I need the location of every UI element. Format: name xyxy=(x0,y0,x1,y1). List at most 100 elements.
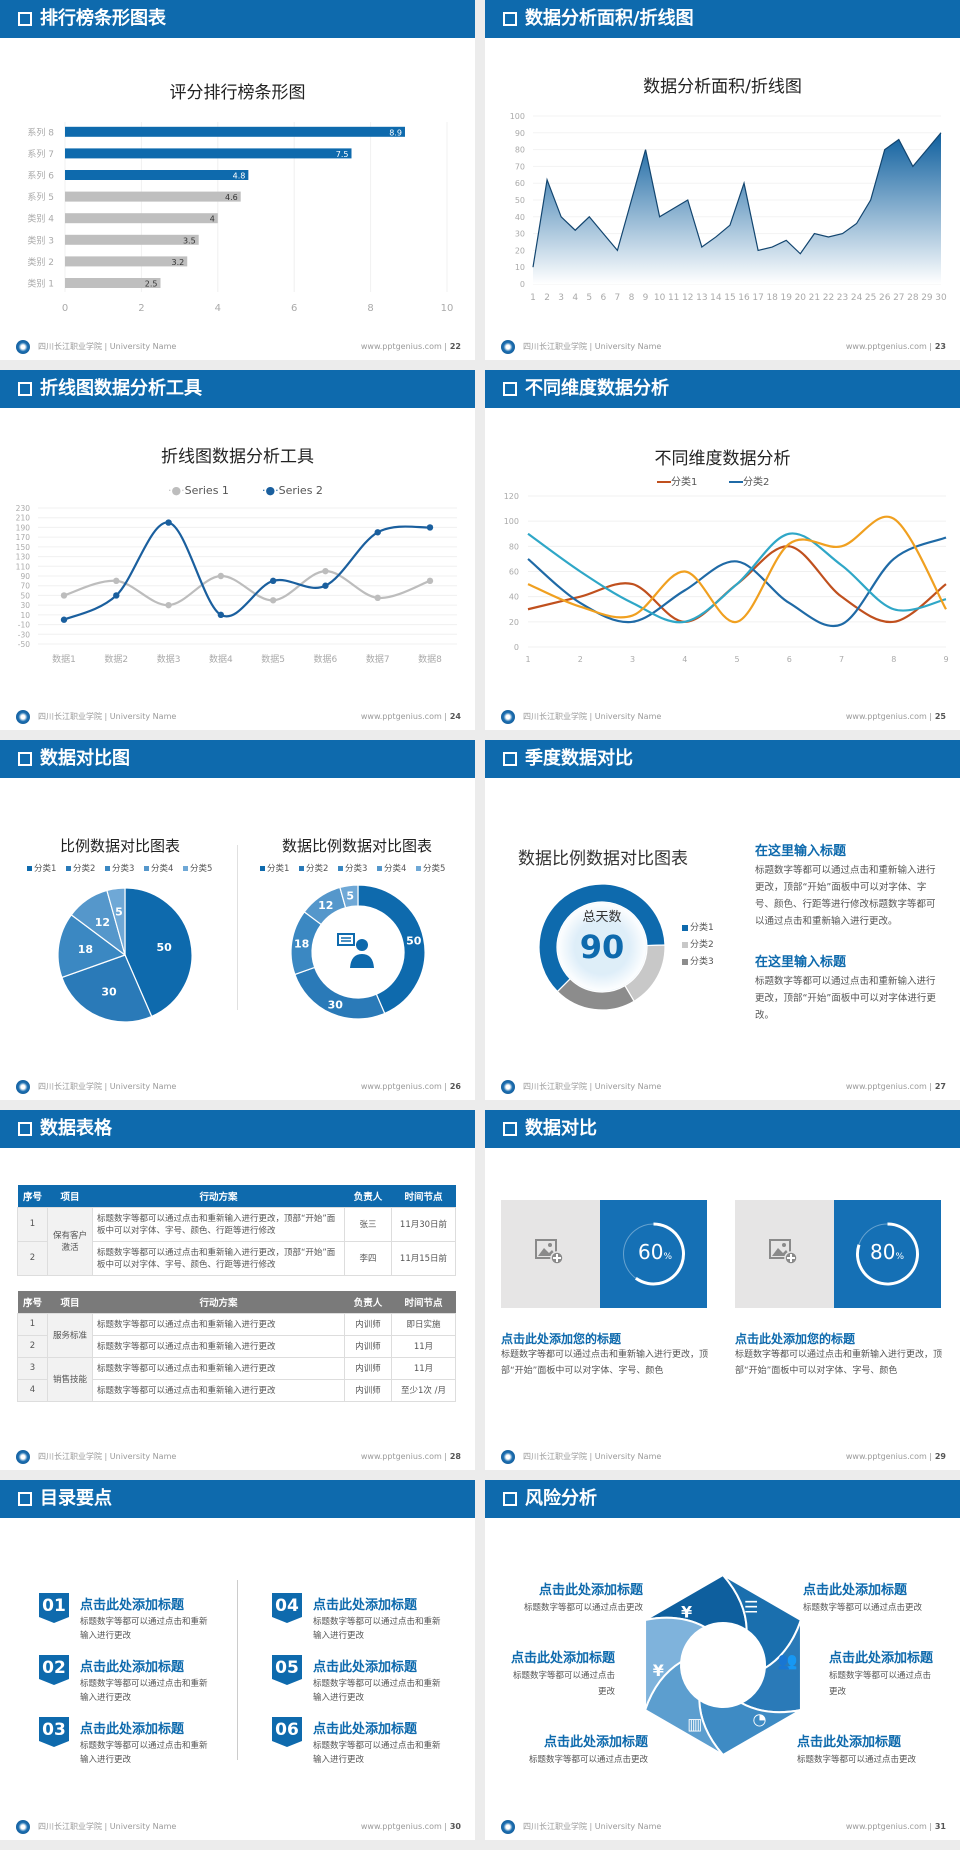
footer-site[interactable]: www.pptgenius.com | xyxy=(360,712,447,721)
yen-hand-icon: ¥ xyxy=(653,1661,664,1680)
building-icon: ▥ xyxy=(687,1714,702,1733)
risk-title[interactable]: 点击此处添加标题 xyxy=(538,1583,643,1598)
risk-title[interactable]: 点击此处添加标题 xyxy=(510,1651,615,1666)
y-tick-label: 50 xyxy=(20,591,30,600)
image-placeholder[interactable] xyxy=(735,1200,834,1308)
legend-label: Series 1 xyxy=(184,484,229,497)
image-placeholder[interactable] xyxy=(501,1200,600,1308)
item-title[interactable]: 点击此处添加标题 xyxy=(80,1722,185,1737)
series-line xyxy=(527,536,947,627)
money-bag-icon: ¥ xyxy=(681,1602,692,1621)
footer-site[interactable]: www.pptgenius.com | xyxy=(845,712,932,721)
cell-no: 3 xyxy=(17,1356,48,1380)
donut-chart xyxy=(538,883,666,1011)
footer-school: 四川长江职业学院 | University Name xyxy=(38,1452,177,1461)
footer-site[interactable]: www.pptgenius.com | xyxy=(360,342,447,351)
x-tick-label: 4 xyxy=(215,303,221,314)
bar-data-label: 8.9 xyxy=(389,128,402,137)
bar xyxy=(65,234,199,245)
image-add-icon xyxy=(769,1239,798,1265)
footer-site[interactable]: www.pptgenius.com | xyxy=(845,1082,932,1091)
x-tick-label: 0 xyxy=(62,303,68,314)
legend-swatch xyxy=(260,866,265,871)
x-tick-label: 1 xyxy=(530,293,536,303)
item-title[interactable]: 点击此处添加标题 xyxy=(80,1660,185,1675)
footer-school: 四川长江职业学院 | University Name xyxy=(38,712,177,721)
slide-risk-analysis: 风险分析 ¥ ☰ 👥 ◔ ▥ ¥ 点击此处添加标题 标题数字等都可以通过点击更改 点击此处添加… xyxy=(485,1480,960,1840)
risk-title[interactable]: 点击此处添加标题 xyxy=(829,1651,934,1666)
item-text: 标题数字等都可以通过点击和重新输入进行更改 xyxy=(313,1679,441,1703)
y-category-label: 系列 5 xyxy=(27,191,54,203)
footer-site[interactable]: www.pptgenius.com | xyxy=(845,1452,932,1461)
x-tick-label: 数据3 xyxy=(157,653,181,665)
item-title[interactable]: 点击此处添加标题 xyxy=(80,1598,185,1613)
y-tick-label: 190 xyxy=(16,523,31,532)
legend-swatch xyxy=(144,866,149,871)
progress-rings xyxy=(623,1222,919,1286)
x-tick-label: 2 xyxy=(544,293,550,303)
y-tick-label: 50 xyxy=(515,196,525,205)
school-logo-icon xyxy=(16,340,30,354)
cell-owner: 内训师 xyxy=(344,1312,392,1336)
block-text: 标题数字等都可以通过点击和重新输入进行更改，顶部“开始”面板中可以对字体进行更改… xyxy=(755,976,936,1021)
footer-site[interactable]: www.pptgenius.com | xyxy=(360,1452,447,1461)
card-text: 标题数字等都可以通过点击和重新输入进行更改，顶部“开始”面板中可以对字体、字号、… xyxy=(501,1350,709,1376)
data-point xyxy=(165,519,172,526)
footer-site[interactable]: www.pptgenius.com | xyxy=(845,342,932,351)
x-tick-label: 2 xyxy=(138,303,144,314)
col-header: 项目 xyxy=(60,1191,80,1203)
page-number: 27 xyxy=(934,1082,946,1091)
risk-item: 点击此处添加标题 标题数字等都可以通过点击更改 xyxy=(797,1731,927,1768)
x-tick-label: 7 xyxy=(839,655,844,664)
x-tick-label: 4 xyxy=(682,655,687,664)
progress-card xyxy=(834,1200,941,1308)
legend-label: 分类2 xyxy=(306,863,328,874)
legend-label: 分类2 xyxy=(73,863,95,874)
risk-title[interactable]: 点击此处添加标题 xyxy=(543,1735,648,1750)
slice-data-label: 5 xyxy=(346,890,354,903)
card-text: 标题数字等都可以通过点击和重新输入进行更改，顶部“开始”面板中可以对字体、字号、… xyxy=(735,1350,943,1376)
legend-label: 分类1 xyxy=(34,863,56,874)
risk-text: 标题数字等都可以通过点击更改 xyxy=(512,1671,615,1697)
school-logo-icon xyxy=(501,710,515,724)
item-title[interactable]: 点击此处添加标题 xyxy=(313,1598,418,1613)
risk-title[interactable]: 点击此处添加标题 xyxy=(797,1735,902,1750)
cell-time: 11月30日前 xyxy=(391,1206,456,1242)
progress-arc xyxy=(634,1222,685,1286)
item-title[interactable]: 点击此处添加标题 xyxy=(313,1722,418,1737)
footer-site[interactable]: www.pptgenius.com | xyxy=(845,1822,932,1831)
bar-data-label: 4.6 xyxy=(225,193,238,202)
footer-site[interactable]: www.pptgenius.com | xyxy=(360,1822,447,1831)
risk-title[interactable]: 点击此处添加标题 xyxy=(803,1583,908,1598)
item-number-badge: 06 xyxy=(272,1717,302,1747)
item-title[interactable]: 点击此处添加标题 xyxy=(313,1660,418,1675)
table-row: 4 标题数字等都可以通过点击和重新输入进行更改 内训师 至少1次 /月 xyxy=(17,1378,456,1402)
x-tick-label: 6 xyxy=(291,303,297,314)
footer-school: 四川长江职业学院 | University Name xyxy=(523,342,662,351)
legend-swatch xyxy=(105,866,110,871)
school-logo-icon xyxy=(16,1080,30,1094)
pie-slice xyxy=(61,954,153,1023)
y-tick-label: 60 xyxy=(509,568,519,577)
y-category-label: 类别 2 xyxy=(27,256,54,268)
footer: 四川长江职业学院 | University Name www.pptgenius.… xyxy=(501,1820,946,1834)
x-tick-label: 25 xyxy=(865,293,876,303)
y-tick-label: 110 xyxy=(16,562,31,571)
slice-data-label: 50 xyxy=(406,934,422,947)
checkbox-icon xyxy=(18,382,32,396)
footer-site[interactable]: www.pptgenius.com | xyxy=(360,1082,447,1091)
item-text: 标题数字等都可以通过点击和重新输入进行更改 xyxy=(313,1617,441,1641)
slide-pie-charts: 数据对比图 比例数据对比图表 数据比例数据对比图表 50 30 18 12 5 50 30 1… xyxy=(0,740,475,1100)
x-tick-label: 数据1 xyxy=(52,653,76,665)
legend-item: 分类3 xyxy=(682,954,714,967)
block-text: 标题数字等都可以通过点击和重新输入进行更改，顶部“开始”面板中可以对字体、字号、… xyxy=(755,865,936,927)
legend-swatch xyxy=(338,866,343,871)
slide-header: 目录要点 xyxy=(0,1480,475,1518)
card-title: 点击此处添加您的标题 xyxy=(735,1332,856,1346)
cell-plan: 标题数字等都可以通过点击和重新输入进行更改，顶部“开始”面板中可以对字体、字号、… xyxy=(92,1206,345,1242)
action-table-2: 序号 项目 行动方案 负责人 时间节点 1 服务标准 标题数字等都可以通过点击和重新输入进行… xyxy=(17,1291,456,1402)
slide-title: 数据对比 xyxy=(525,1118,597,1139)
y-tick-label: 80 xyxy=(509,542,519,551)
bar xyxy=(65,213,218,224)
x-tick-label: 数据8 xyxy=(418,653,442,665)
